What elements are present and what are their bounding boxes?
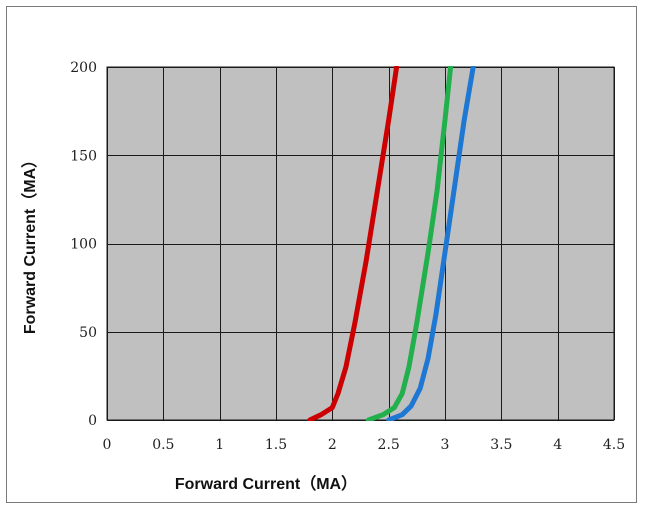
x-tick-label: 0.5 [152,437,174,453]
plot-area [106,66,615,421]
y-axis-ticks: 0 50 100 150 200 [70,60,97,429]
x-tick-label: 4 [553,437,562,453]
y-tick-label: 50 [79,325,97,341]
x-tick-label: 3.5 [490,437,512,453]
y-tick-label: 100 [70,237,97,253]
x-tick-label: 1 [215,437,224,453]
x-tick-label: 3 [441,437,450,453]
y-tick-label: 200 [70,60,97,76]
x-tick-label: 2 [328,437,337,453]
y-axis-title: Forward Current（MA） [21,152,39,334]
series-line-3 [386,66,476,421]
x-axis-title: Forward Current（MA） [175,475,357,493]
x-tick-label: 2.5 [378,437,400,453]
x-tick-label: 0 [103,437,112,453]
x-tick-label: 4.5 [603,437,625,453]
x-tick-label: 1.5 [265,437,287,453]
series-line-2 [365,66,454,421]
series-lines [307,66,476,421]
series-line-1 [307,66,400,421]
chart-frame: 0 0.5 1 1.5 2 2.5 3 3.5 4 4.5 0 50 100 150 200 Forwar… [6,6,637,503]
y-tick-label: 0 [88,413,97,429]
x-axis-ticks: 0 0.5 1 1.5 2 2.5 3 3.5 4 4.5 [103,437,626,453]
chart: 0 0.5 1 1.5 2 2.5 3 3.5 4 4.5 0 50 100 150 200 Forwar… [21,60,626,493]
y-tick-label: 150 [70,148,97,164]
